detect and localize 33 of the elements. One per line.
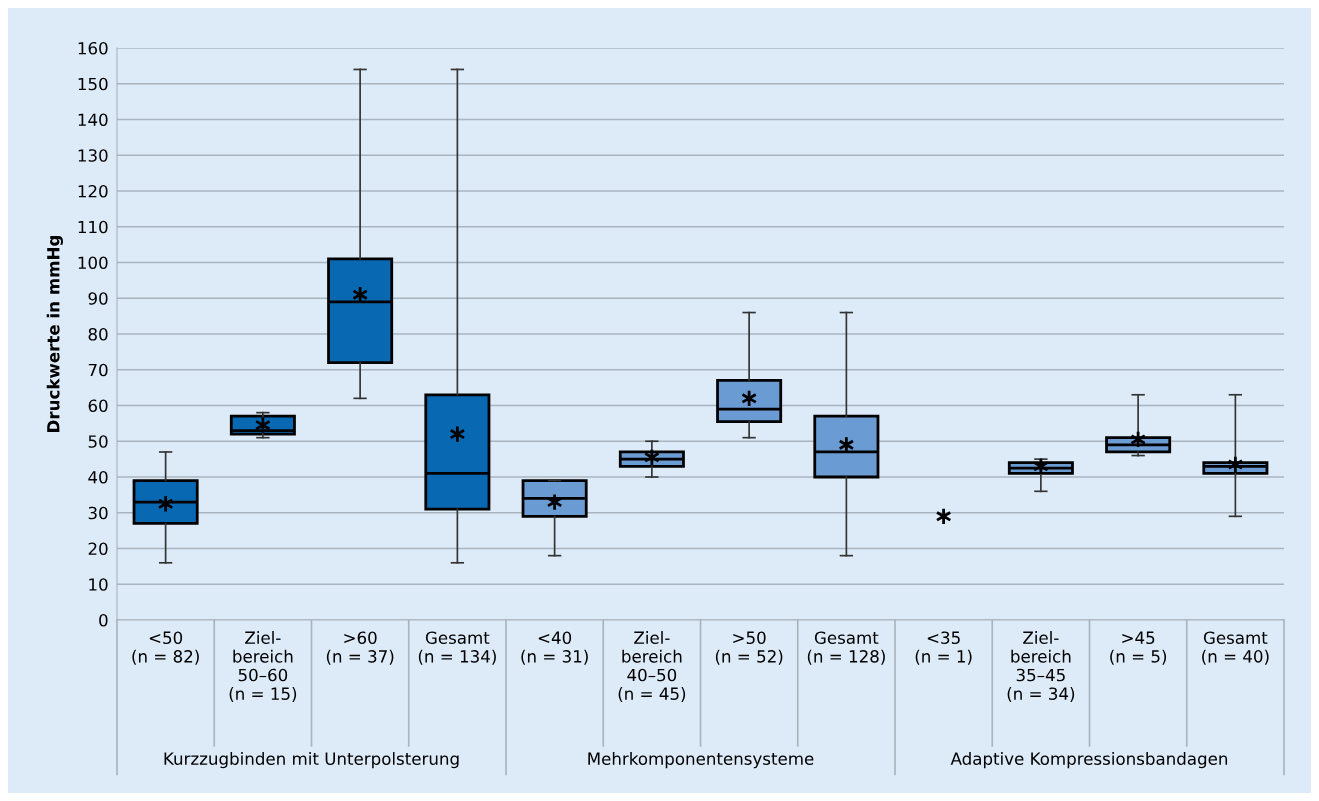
y-tick-label: 70	[88, 363, 108, 377]
y-tick-label: 60	[88, 399, 108, 413]
y-tick-label: 10	[89, 578, 108, 591]
text: Kurzzugbinden mit Unterpolsterung	[164, 752, 459, 769]
text: Mehrkomponentensysteme	[588, 752, 814, 769]
y-tick-label: 110	[78, 220, 108, 234]
x-tick-label: Gesamt (n = 128)	[807, 631, 885, 665]
x-tick-label: Ziel- bereich 40–50 (n = 45)	[618, 631, 686, 702]
y-tick-label: 80	[88, 327, 108, 341]
y-axis-title: Druckwerte in mmHg	[46, 235, 63, 432]
x-tick-label: >60 (n = 37)	[326, 631, 394, 665]
y-tick-label: 50	[88, 435, 108, 448]
y-tick-label: 100	[78, 256, 108, 270]
y-tick-label: 140	[78, 113, 108, 127]
x-tick-label: <40 (n = 31)	[521, 631, 588, 665]
x-tick-label: Ziel- bereich 35–45 (n = 34)	[1007, 631, 1075, 702]
y-tick-label: 130	[78, 149, 108, 162]
y-tick-label: 0	[99, 613, 108, 627]
y-tick-label: 90	[88, 292, 108, 305]
y-tick-label: 20	[88, 542, 108, 556]
y-tick-label: 30	[88, 506, 108, 520]
x-tick-label: Ziel- bereich 50–60 (n = 15)	[229, 631, 297, 702]
y-tick-label: 150	[78, 77, 108, 91]
y-tick-label: 120	[78, 184, 108, 198]
y-tick-label: 40	[88, 470, 108, 484]
x-tick-label: >50 (n = 52)	[715, 631, 783, 665]
x-tick-label: <35 (n = 1)	[915, 631, 972, 665]
x-tick-label: <50 (n = 82)	[132, 631, 199, 665]
x-tick-label: >45 (n = 5)	[1110, 631, 1167, 665]
x-tick-label: Gesamt (n = 134)	[418, 631, 496, 665]
x-tick-label: Gesamt (n = 40)	[1202, 631, 1269, 665]
text: Adaptive Kompressionsbandagen	[950, 752, 1228, 769]
y-tick-label: 160	[78, 41, 108, 55]
